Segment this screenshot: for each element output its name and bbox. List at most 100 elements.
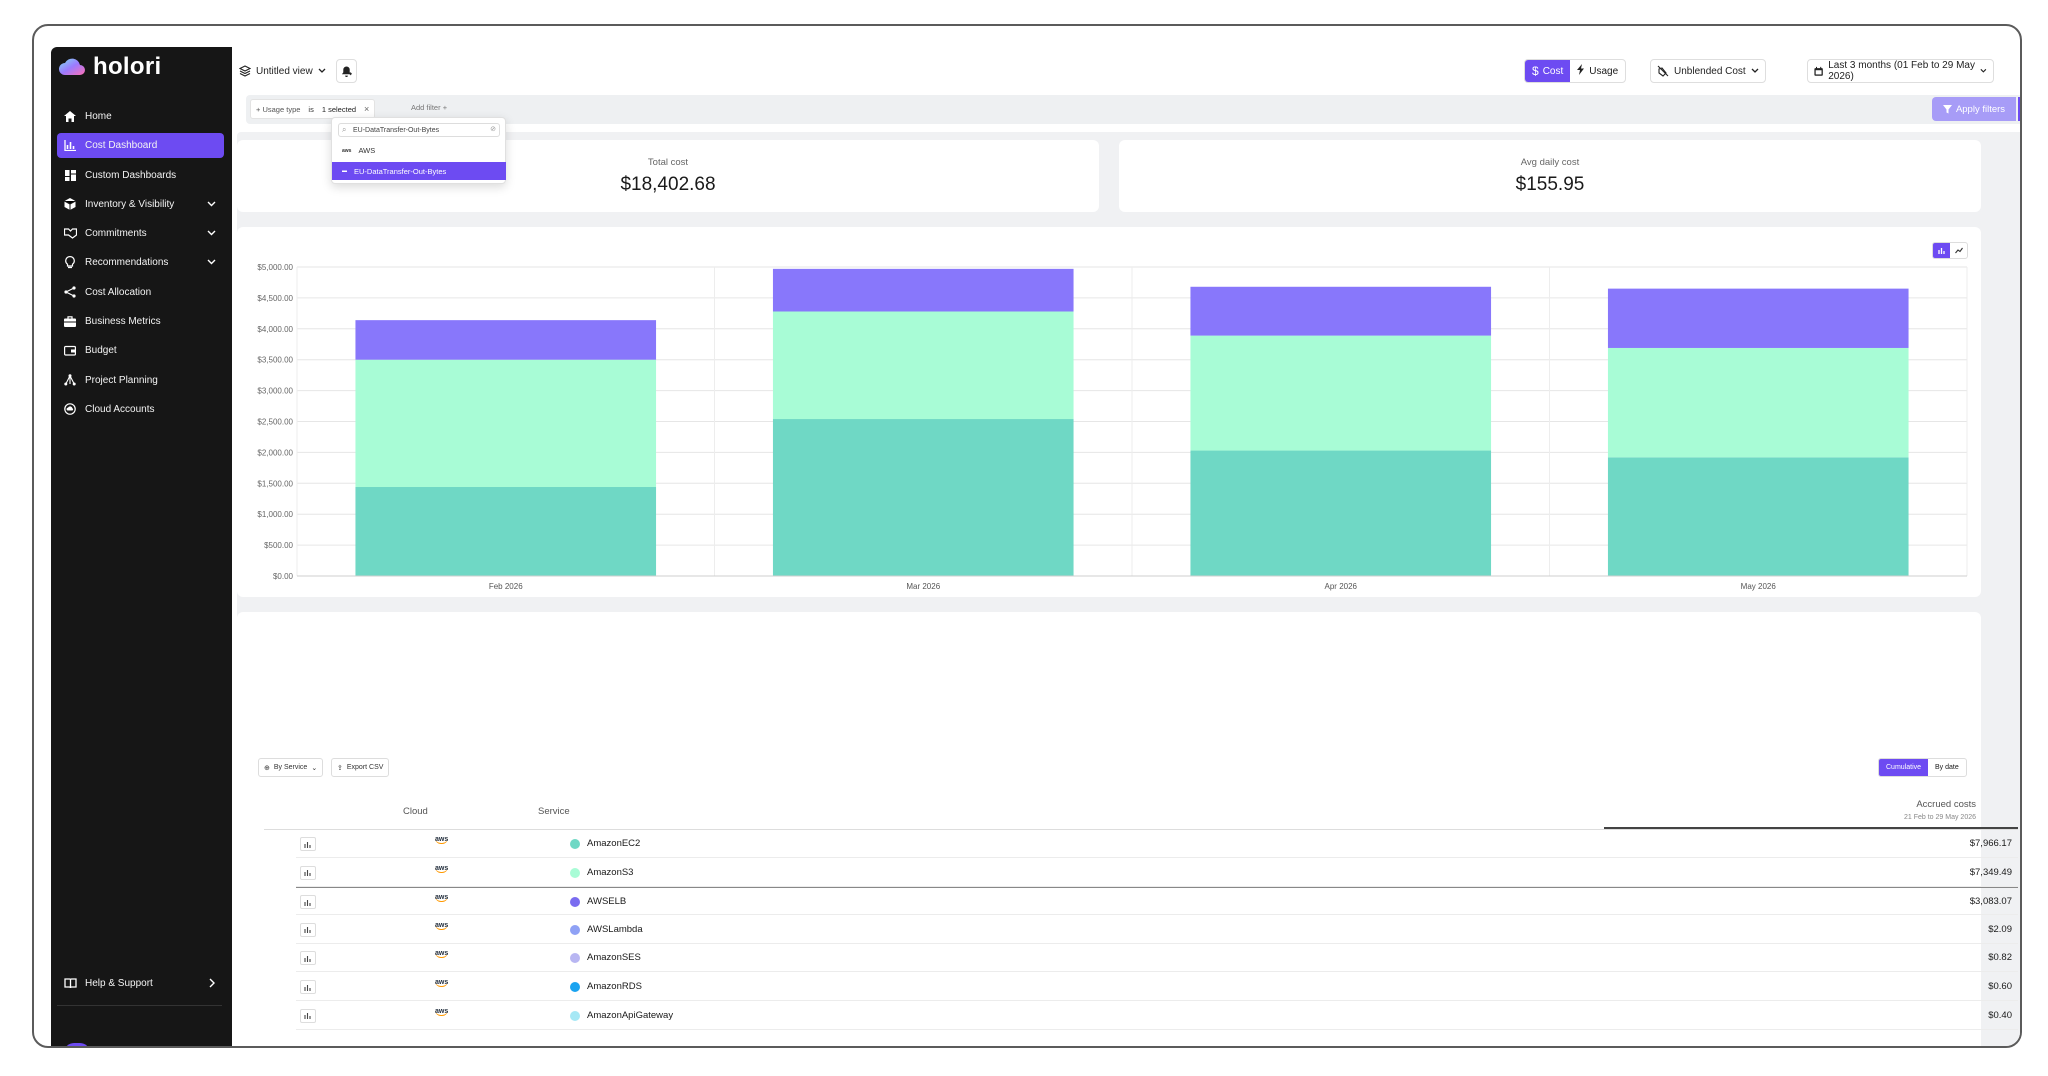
total-cost-label: Total cost: [647, 157, 689, 168]
y-tick-label: $0.00: [273, 572, 294, 581]
sidebar-item-label: Cost Dashboard: [85, 140, 158, 152]
bar-chart-icon: [304, 984, 311, 991]
row-chart-button[interactable]: [300, 895, 316, 910]
view-name: Untitled view: [256, 65, 313, 77]
accrued-amount: $0.60: [1988, 981, 2012, 992]
grid-icon: [63, 168, 77, 182]
chart-type-toggle: [1932, 242, 1968, 259]
service-color-dot: [570, 953, 580, 964]
apply-filters-dropdown[interactable]: [2018, 97, 2020, 121]
cost-type-select[interactable]: Unblended Cost: [1650, 59, 1766, 83]
bar-segment: [1190, 450, 1492, 576]
sidebar-item-label: Cloud Accounts: [85, 403, 155, 415]
sidebar-item-cost-allocation[interactable]: Cost Allocation: [57, 280, 224, 305]
sidebar-item-label: Budget: [85, 345, 117, 357]
date-range-label: Last 3 months (01 Feb to 29 May 2026): [1828, 60, 1975, 82]
row-chart-button[interactable]: [300, 865, 316, 880]
sidebar-item-budget[interactable]: Budget: [57, 338, 224, 363]
table-row[interactable]: aws AmazonRDS $0.60: [296, 973, 2018, 1001]
table-row[interactable]: aws AmazonApiGateway $0.40: [296, 1002, 2018, 1030]
y-tick-label: $3,000.00: [257, 387, 293, 396]
chevron-down-icon[interactable]: [207, 257, 216, 268]
aws-logo: aws: [435, 950, 449, 959]
service-color-dot: [570, 924, 580, 935]
chevron-down-icon[interactable]: [207, 199, 216, 210]
row-chart-button[interactable]: [300, 1008, 316, 1023]
book-icon: [63, 977, 77, 991]
row-chart-button[interactable]: [300, 837, 316, 851]
column-header-accrued[interactable]: Accrued costs 21 Feb to 29 May 2026: [1904, 799, 1976, 821]
cost-chart-card: $0.00 $500.00 $1,000.00 $1,500.00 $2,000.00 $…: [237, 227, 1981, 597]
accrued-amount: $2.09: [1988, 923, 2012, 935]
line-chart-toggle[interactable]: [1950, 243, 1967, 258]
dropdown-group-aws[interactable]: aws AWS: [342, 146, 375, 155]
sidebar-item-recommendations[interactable]: Recommendations: [57, 250, 224, 275]
export-csv-button[interactable]: ⇪ Export CSV: [331, 758, 390, 777]
x-tick-label: Apr 2026: [1325, 582, 1358, 591]
user-avatar[interactable]: [64, 1043, 90, 1046]
aws-logo: aws: [435, 864, 449, 873]
date-range-select[interactable]: Last 3 months (01 Feb to 29 May 2026): [1807, 59, 1994, 83]
bar-chart-icon: [304, 841, 311, 848]
holori-logo[interactable]: holori: [59, 53, 161, 80]
sidebar-item-business-metrics[interactable]: Business Metrics: [57, 309, 224, 334]
sidebar-item-custom-dashboards[interactable]: Custom Dashboards: [57, 163, 224, 188]
y-tick-label: $3,500.00: [257, 356, 293, 365]
view-selector[interactable]: Untitled view: [233, 59, 332, 83]
sidebar-nav: Home Cost Dashboard Custom Dashboards Inven…: [57, 104, 224, 426]
sidebar-item-label: Commitments: [85, 228, 147, 240]
apply-filters-button[interactable]: Apply filters: [1932, 97, 2016, 121]
bar-chart-icon: [304, 870, 311, 877]
usage-toggle[interactable]: Usage: [1570, 60, 1625, 82]
bar-chart-icon: [304, 899, 311, 906]
sidebar-item-home[interactable]: Home: [57, 104, 224, 129]
chevron-down-icon[interactable]: [207, 228, 216, 239]
cost-toggle[interactable]: $ Cost: [1525, 60, 1571, 82]
table-row[interactable]: aws AmazonS3 $7,349.49: [296, 859, 2018, 887]
accrued-costs-label: Accrued costs: [1916, 799, 1976, 810]
accrued-amount: $7,349.49: [1969, 866, 2012, 878]
sidebar-item-cloud-accounts[interactable]: Cloud Accounts: [57, 397, 224, 422]
table-row[interactable]: aws AWSELB $3,083.07: [296, 887, 2018, 916]
close-icon[interactable]: ×: [364, 104, 370, 114]
filter-value[interactable]: 1 selected: [321, 104, 357, 114]
column-header-cloud: Cloud: [403, 806, 428, 817]
filter-chip[interactable]: + Usage type is 1 selected ×: [250, 99, 376, 119]
by-date-toggle[interactable]: By date: [1935, 764, 1959, 771]
row-chart-button[interactable]: [300, 922, 316, 937]
sidebar-item-inventory-visibility[interactable]: Inventory & Visibility: [57, 192, 224, 217]
main-area: Untitled view $ Cost Usage: [232, 47, 2020, 1046]
sidebar-item-label: Project Planning: [85, 374, 158, 386]
bar-chart-toggle[interactable]: [1933, 243, 1950, 258]
table-row[interactable]: aws AWSLambda $2.09: [296, 916, 2018, 944]
option-label: EU-DataTransfer-Out-Bytes: [354, 166, 447, 176]
y-tick-label: $2,500.00: [257, 418, 293, 427]
dropdown-search-input[interactable]: ⌕ EU-DataTransfer-Out-Bytes ⊘: [338, 123, 500, 137]
column-header-service: Service: [538, 806, 570, 817]
chevron-down-icon: [318, 68, 326, 73]
bar-segment: [772, 311, 1074, 420]
row-chart-button[interactable]: [300, 951, 316, 966]
sidebar-item-cost-dashboard[interactable]: Cost Dashboard: [57, 133, 224, 159]
usage-label: Usage: [1589, 65, 1619, 77]
cumulative-toggle[interactable]: Cumulative: [1879, 759, 1929, 776]
filter-field: + Usage type: [256, 104, 301, 114]
x-tick-label: May 2026: [1741, 582, 1777, 591]
sidebar-item-commitments[interactable]: Commitments: [57, 221, 224, 246]
avg-daily-cost-value: $155.95: [1515, 174, 1585, 195]
table-row[interactable]: aws AmazonSES $0.82: [296, 944, 2018, 973]
bar-segment: [1607, 288, 1909, 348]
sidebar-item-project-planning[interactable]: Project Planning: [57, 368, 224, 393]
bar-segment: [1607, 457, 1909, 576]
help-support[interactable]: Help & Support: [57, 971, 224, 1000]
group-by-select[interactable]: ⊕ By Service ⌄: [258, 758, 324, 777]
filter-value-dropdown: ⌕ EU-DataTransfer-Out-Bytes ⊘ aws AWS ▬ …: [331, 117, 506, 184]
bar-segment: [1190, 335, 1492, 451]
row-chart-button[interactable]: [300, 980, 316, 994]
dropdown-option[interactable]: ▬ EU-DataTransfer-Out-Bytes: [332, 162, 506, 180]
table-row[interactable]: aws AmazonEC2 $7,966.17: [296, 830, 2018, 858]
aws-logo: aws: [435, 836, 449, 844]
clear-icon[interactable]: ⊘: [490, 126, 496, 133]
add-filter-button[interactable]: Add filter +: [411, 103, 448, 112]
alerts-button[interactable]: [336, 59, 357, 83]
